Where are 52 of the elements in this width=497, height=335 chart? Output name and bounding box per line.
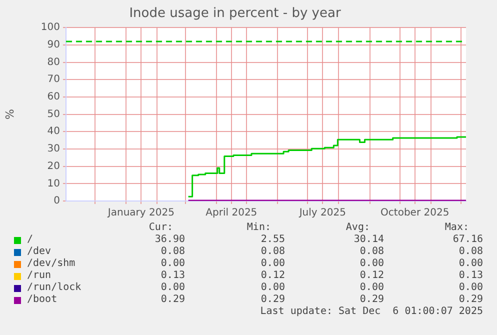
- text: 0.29: [360, 294, 384, 305]
- text: 0.00: [360, 282, 384, 293]
- y-tick-label: 100: [40, 22, 60, 34]
- y-tick-label: 30: [47, 144, 60, 155]
- y-tick-label: 10: [47, 178, 60, 190]
- chart-title: Inode usage in percent - by year: [129, 6, 342, 22]
- legend-label: /run/lock: [27, 282, 82, 293]
- y-tick-label: 50: [47, 108, 60, 120]
- text: Cur:: [148, 222, 173, 233]
- text: Min:: [246, 222, 271, 233]
- text: 0.00: [160, 282, 185, 293]
- x-tick-label: July 2025: [298, 208, 346, 219]
- text: 0.00: [260, 258, 285, 269]
- text: 2.55: [260, 234, 285, 245]
- text: 0.00: [360, 258, 384, 269]
- text: 0.00: [260, 282, 285, 293]
- y-tick-label: 90: [47, 40, 60, 51]
- text: Avg:: [346, 222, 370, 233]
- x-tick-label: January 2025: [106, 208, 174, 219]
- text: 0.08: [160, 246, 185, 257]
- legend-label: /run: [27, 270, 52, 281]
- x-tick-label: April 2025: [206, 208, 258, 219]
- legend-label: /dev: [27, 246, 52, 257]
- y-tick-label: 70: [47, 74, 60, 86]
- y-tick-label: 20: [47, 160, 60, 172]
- text: Max:: [444, 222, 469, 233]
- text: 0.08: [360, 246, 384, 257]
- text: 67.16: [452, 234, 483, 245]
- text: 0.12: [360, 270, 384, 281]
- legend-label: /boot: [27, 294, 58, 305]
- legend-label: /dev/shm: [27, 258, 76, 269]
- y-tick-label: 80: [47, 56, 60, 68]
- text: 0.08: [260, 246, 285, 257]
- y-tick-label: 40: [47, 126, 60, 138]
- legend-label: /: [27, 234, 34, 245]
- text: 0.00: [458, 282, 483, 293]
- x-tick-label: October 2025: [380, 208, 450, 219]
- text: 0.13: [458, 270, 483, 281]
- text: 0.29: [260, 294, 285, 305]
- y-axis-title: %: [3, 109, 16, 120]
- text: Last update: Sat Dec 6 01:00:07 2025: [260, 306, 483, 317]
- text: 36.90: [154, 234, 185, 245]
- y-tick-label: 60: [47, 92, 60, 103]
- text: 0.13: [160, 270, 185, 281]
- text: 0.29: [160, 294, 185, 305]
- text: 0.12: [260, 270, 285, 281]
- text: 0.00: [160, 258, 185, 269]
- text: 0.29: [458, 294, 483, 305]
- text: 30.14: [354, 234, 384, 245]
- text: 0.00: [458, 258, 483, 269]
- text: 0.08: [458, 246, 483, 257]
- y-tick-label: 0: [54, 196, 60, 207]
